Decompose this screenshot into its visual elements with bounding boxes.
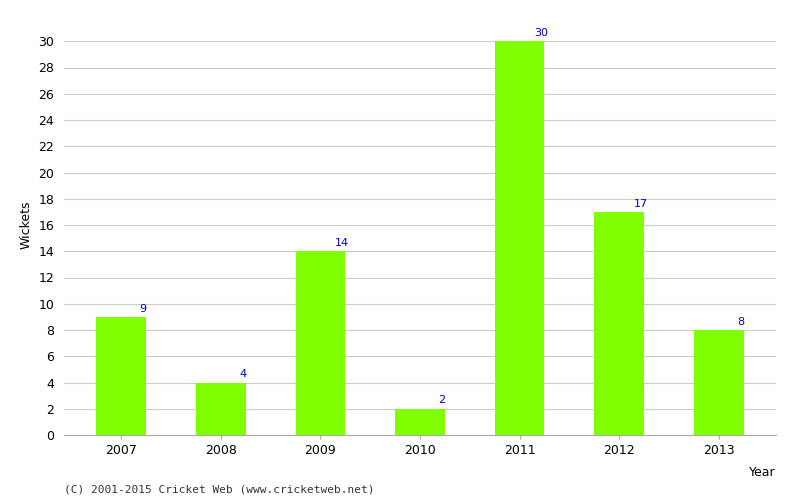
Bar (594, 212, 644, 435)
Bar (295, 251, 346, 435)
Text: 2: 2 (438, 396, 446, 406)
Text: 9: 9 (140, 304, 146, 314)
Bar (494, 42, 545, 435)
Bar (395, 409, 445, 435)
Y-axis label: Wickets: Wickets (20, 200, 33, 249)
Text: Year: Year (750, 466, 776, 478)
Text: 17: 17 (634, 198, 648, 208)
Text: 30: 30 (534, 28, 549, 38)
Bar (694, 330, 744, 435)
Text: (C) 2001-2015 Cricket Web (www.cricketweb.net): (C) 2001-2015 Cricket Web (www.cricketwe… (64, 485, 374, 495)
Text: 14: 14 (335, 238, 350, 248)
Text: 4: 4 (239, 369, 246, 379)
Bar (196, 382, 246, 435)
Bar (96, 317, 146, 435)
Text: 8: 8 (737, 316, 744, 326)
